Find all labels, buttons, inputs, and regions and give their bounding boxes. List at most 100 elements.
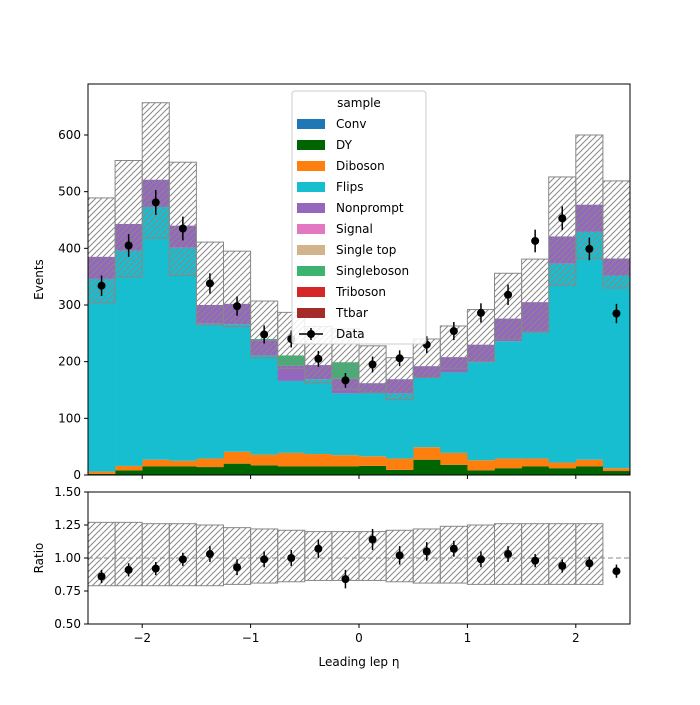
data-point-16 <box>531 236 540 245</box>
data-point-2 <box>151 198 160 207</box>
ratio-point-7 <box>287 554 296 562</box>
bar-dy-6 <box>250 465 278 475</box>
bar-diboson-9 <box>331 455 360 467</box>
bar-diboson-4 <box>196 458 224 468</box>
bar-flips-6 <box>250 355 278 455</box>
ratio-band-bin-17 <box>548 523 577 585</box>
bar-dy-2 <box>142 466 170 475</box>
ratio-y-tick-label-3: 1.25 <box>54 518 81 532</box>
main-y-tick-label-1: 100 <box>58 411 81 425</box>
bar-flips-12 <box>413 377 441 448</box>
data-point-10 <box>368 360 377 369</box>
legend-label-nonprompt: Nonprompt <box>336 201 404 215</box>
ratio-x-tick-label-2: 0 <box>355 631 363 645</box>
bar-nonprompt-7 <box>277 365 306 381</box>
legend-swatch-single-top <box>297 245 325 255</box>
ratio-x-tick-label-0: −2 <box>133 631 151 645</box>
data-point-6 <box>260 330 269 339</box>
bar-dy-9 <box>331 466 360 475</box>
ratio-y-tick-label-1: 0.75 <box>54 584 81 598</box>
main-y-tick-label-2: 200 <box>58 355 81 369</box>
data-point-13 <box>449 327 458 336</box>
ratio-point-12 <box>422 547 431 556</box>
ratio-point-9 <box>341 575 350 584</box>
legend-swatch-diboson <box>297 161 325 171</box>
uncertainty-band-bin-16 <box>521 258 550 333</box>
ratio-x-tick-label-3: 1 <box>464 631 472 645</box>
bar-diboson-10 <box>359 456 387 466</box>
legend-swatch-flips <box>297 182 325 192</box>
bar-flips-13 <box>440 372 468 453</box>
uncertainty-band-bin-17 <box>548 176 577 286</box>
bar-dy-18 <box>575 466 604 475</box>
bar-flips-1 <box>115 250 143 466</box>
bar-dy-12 <box>413 459 441 475</box>
x-axis-label: Leading lep η <box>319 655 400 669</box>
uncertainty-band-bin-1 <box>114 160 143 278</box>
legend-swatch-triboson <box>297 287 325 297</box>
legend-swatch-singleboson <box>297 266 325 276</box>
ratio-point-11 <box>395 551 404 560</box>
legend-label-single-top: Single top <box>336 243 396 257</box>
bar-diboson-8 <box>304 454 333 467</box>
ratio-point-3 <box>178 555 187 564</box>
bar-flips-17 <box>548 263 577 463</box>
ratio-y-tick-label-4: 1.50 <box>54 485 81 499</box>
bar-dy-15 <box>494 468 522 475</box>
ratio-points <box>97 528 621 589</box>
data-points <box>97 189 621 388</box>
ratio-point-2 <box>151 564 160 573</box>
data-point-18 <box>585 244 594 253</box>
bar-dy-17 <box>548 468 577 475</box>
main-y-tick-label-3: 300 <box>58 298 81 312</box>
legend-label-ttbar: Ttbar <box>335 306 368 320</box>
bar-flips-7 <box>277 380 306 453</box>
bar-flips-15 <box>494 341 522 459</box>
legend-swatch-signal <box>297 224 325 234</box>
ratio-point-14 <box>476 555 485 564</box>
legend-label-triboson: Triboson <box>335 285 386 299</box>
bar-dy-3 <box>169 466 197 475</box>
ratio-point-19 <box>612 567 621 576</box>
bar-flips-2 <box>142 206 170 460</box>
legend-label-singleboson: Singleboson <box>336 264 409 278</box>
ratio-x-tick-label-4: 2 <box>572 631 580 645</box>
legend: sample Conv DY Diboson Flips Nonprompt Signal S… <box>291 90 427 345</box>
bar-diboson-2 <box>142 459 170 467</box>
legend-label-conv: Conv <box>336 117 366 131</box>
bar-flips-14 <box>467 362 495 461</box>
ratio-point-8 <box>314 544 323 553</box>
ratio-point-18 <box>585 559 594 568</box>
ratio-y-tick-label-2: 1.00 <box>54 551 81 565</box>
legend-label-diboson: Diboson <box>336 159 385 173</box>
bar-dy-14 <box>467 470 495 475</box>
bar-diboson-11 <box>386 458 414 470</box>
ratio-point-5 <box>233 563 242 572</box>
bar-dy-16 <box>521 466 549 475</box>
bar-diboson-15 <box>494 458 522 469</box>
data-point-8 <box>314 354 323 363</box>
bar-flips-4 <box>196 323 224 459</box>
bar-diboson-6 <box>250 454 278 466</box>
bar-dy-13 <box>440 464 468 475</box>
ratio-point-0 <box>97 572 106 581</box>
main-y-tick-label-5: 500 <box>58 185 81 199</box>
bar-dy-1 <box>115 470 143 475</box>
ratio-band-bin-18 <box>575 523 604 585</box>
bar-diboson-17 <box>548 462 577 469</box>
bar-diboson-3 <box>169 460 197 467</box>
data-point-9 <box>341 376 350 385</box>
bar-diboson-16 <box>521 458 549 467</box>
ratio-point-6 <box>260 555 269 564</box>
main-plot: 0 100 200 300 400 500 600 Events <box>32 83 631 482</box>
ratio-point-4 <box>205 550 214 559</box>
data-point-15 <box>504 290 513 299</box>
ratio-plot: 0.50 0.75 1.00 1.25 1.50 −2 −1 0 1 2 Ratio Leading … <box>32 485 631 669</box>
bar-diboson-5 <box>223 451 251 464</box>
ratio-point-10 <box>368 535 377 544</box>
ratio-y-axis-label: Ratio <box>32 543 46 574</box>
bar-flips-9 <box>331 393 360 456</box>
legend-swatch-ttbar <box>297 308 325 318</box>
bar-dy-11 <box>386 469 414 475</box>
data-point-17 <box>558 214 567 223</box>
